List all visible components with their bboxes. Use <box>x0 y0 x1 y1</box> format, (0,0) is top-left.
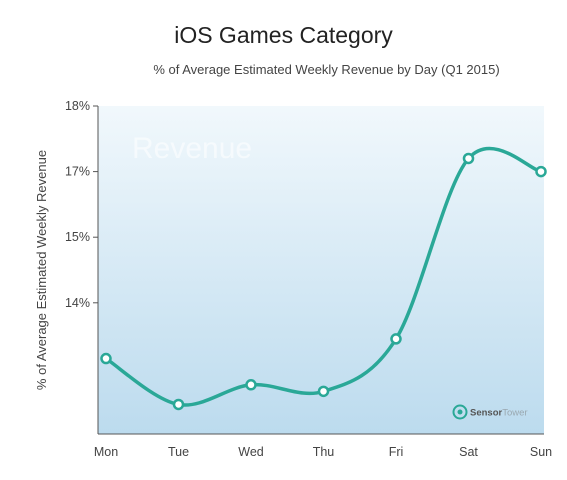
x-tick-label: Mon <box>94 445 118 459</box>
sensortower-logo: SensorTower <box>452 404 528 420</box>
y-tick-label: 17% <box>65 165 90 179</box>
y-axis-ticks: 18% 17% 15% 14% <box>65 99 98 310</box>
data-point-sat <box>462 152 475 165</box>
axes <box>97 106 544 435</box>
y-tick-label: 15% <box>65 230 90 244</box>
data-point-fri <box>390 333 402 345</box>
sensortower-wordmark: SensorTower <box>470 408 528 419</box>
y-axis-label: % of Average Estimated Weekly Revenue <box>34 150 49 390</box>
x-axis-ticks: Mon Tue Wed Thu Fri Sat Sun <box>94 445 552 459</box>
brand-part-2: Tower <box>502 408 527 419</box>
watermark-text: Revenue <box>132 132 252 165</box>
sensortower-icon-core <box>457 409 463 415</box>
data-point-tue <box>172 398 185 411</box>
x-tick-label: Fri <box>389 445 404 459</box>
y-tick-label: 14% <box>65 296 90 310</box>
x-tick-label: Thu <box>313 445 335 459</box>
x-tick-label: Wed <box>238 445 264 459</box>
sensortower-icon <box>452 404 468 420</box>
x-tick-label: Tue <box>168 445 189 459</box>
chart-title: iOS Games Category <box>174 22 393 48</box>
data-points <box>100 152 547 411</box>
data-point-thu <box>317 385 330 398</box>
x-tick-label: Sun <box>530 445 552 459</box>
data-point-wed <box>245 379 257 391</box>
x-tick-label: Sat <box>459 445 478 459</box>
brand-part-1: Sensor <box>470 408 503 419</box>
data-point-mon <box>100 352 112 365</box>
data-point-sun <box>535 165 547 178</box>
chart-subtitle: % of Average Estimated Weekly Revenue by… <box>153 62 500 77</box>
y-tick-label: 18% <box>65 99 90 113</box>
